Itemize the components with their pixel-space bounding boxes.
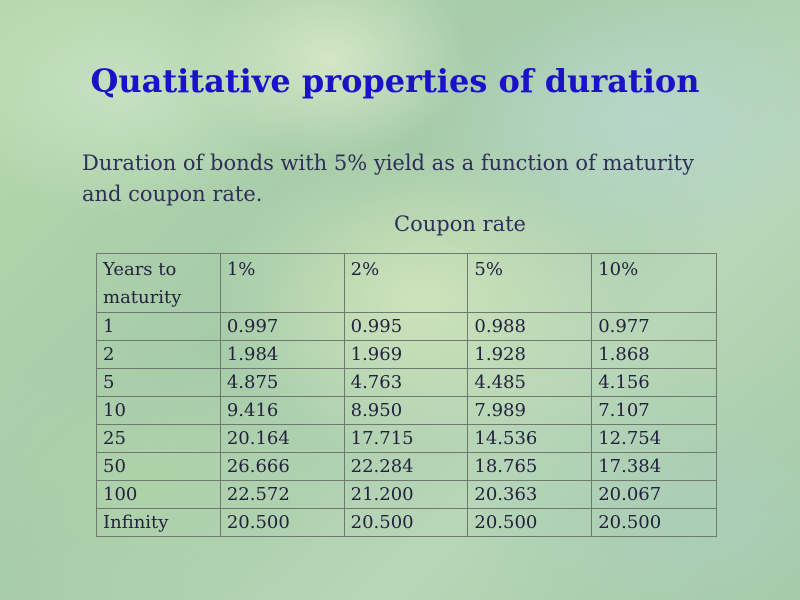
table-row: Infinity 20.500 20.500 20.500 20.500 — [96, 508, 717, 537]
cell-maturity: 5 — [96, 368, 221, 397]
cell-duration: 4.875 — [219, 368, 345, 397]
cell-duration: 4.485 — [467, 368, 593, 397]
cell-maturity: 1 — [96, 312, 221, 341]
cell-duration: 20.500 — [591, 508, 717, 537]
header-coupon-2: 2% — [343, 253, 469, 313]
table-row: 5 4.875 4.763 4.485 4.156 — [96, 368, 717, 397]
cell-duration: 1.928 — [467, 340, 593, 369]
cell-duration: 22.284 — [343, 452, 469, 481]
cell-duration: 20.500 — [467, 508, 593, 537]
cell-maturity: Infinity — [96, 508, 221, 537]
cell-duration: 1.969 — [343, 340, 469, 369]
cell-duration: 21.200 — [343, 480, 469, 509]
table-row: 100 22.572 21.200 20.363 20.067 — [96, 480, 717, 509]
cell-maturity: 25 — [96, 424, 221, 453]
cell-duration: 0.977 — [591, 312, 717, 341]
table-row: 10 9.416 8.950 7.989 7.107 — [96, 396, 717, 425]
cell-duration: 4.763 — [343, 368, 469, 397]
coupon-rate-label: Coupon rate — [394, 212, 526, 236]
cell-duration: 20.363 — [467, 480, 593, 509]
cell-duration: 0.988 — [467, 312, 593, 341]
slide-title: Quatitative properties of duration — [90, 62, 700, 100]
header-coupon-1: 1% — [219, 253, 345, 313]
cell-duration: 8.950 — [343, 396, 469, 425]
cell-maturity: 10 — [96, 396, 221, 425]
header-coupon-10: 10% — [591, 253, 717, 313]
cell-duration: 26.666 — [219, 452, 345, 481]
cell-duration: 9.416 — [219, 396, 345, 425]
cell-duration: 0.995 — [343, 312, 469, 341]
cell-duration: 20.500 — [219, 508, 345, 537]
cell-maturity: 100 — [96, 480, 221, 509]
cell-duration: 4.156 — [591, 368, 717, 397]
caption-line-2: and coupon rate. — [82, 182, 263, 206]
cell-duration: 20.164 — [219, 424, 345, 453]
cell-duration: 20.500 — [343, 508, 469, 537]
cell-duration: 1.868 — [591, 340, 717, 369]
cell-duration: 7.107 — [591, 396, 717, 425]
cell-duration: 1.984 — [219, 340, 345, 369]
cell-duration: 20.067 — [591, 480, 717, 509]
table-row: 50 26.666 22.284 18.765 17.384 — [96, 452, 717, 481]
cell-duration: 22.572 — [219, 480, 345, 509]
header-years-to-maturity: Years to maturity — [96, 253, 221, 313]
table-header-row: Years to maturity 1% 2% 5% 10% — [96, 253, 717, 313]
cell-duration: 14.536 — [467, 424, 593, 453]
table-row: 25 20.164 17.715 14.536 12.754 — [96, 424, 717, 453]
cell-duration: 12.754 — [591, 424, 717, 453]
table-row: 2 1.984 1.969 1.928 1.868 — [96, 340, 717, 369]
cell-duration: 17.715 — [343, 424, 469, 453]
duration-table: Years to maturity 1% 2% 5% 10% 1 0.997 0… — [96, 253, 717, 537]
table-row: 1 0.997 0.995 0.988 0.977 — [96, 312, 717, 341]
table-caption: Duration of bonds with 5% yield as a fun… — [82, 148, 742, 210]
cell-duration: 18.765 — [467, 452, 593, 481]
cell-maturity: 2 — [96, 340, 221, 369]
cell-duration: 0.997 — [219, 312, 345, 341]
cell-maturity: 50 — [96, 452, 221, 481]
cell-duration: 17.384 — [591, 452, 717, 481]
cell-duration: 7.989 — [467, 396, 593, 425]
caption-line-1: Duration of bonds with 5% yield as a fun… — [82, 151, 694, 175]
header-coupon-5: 5% — [467, 253, 593, 313]
